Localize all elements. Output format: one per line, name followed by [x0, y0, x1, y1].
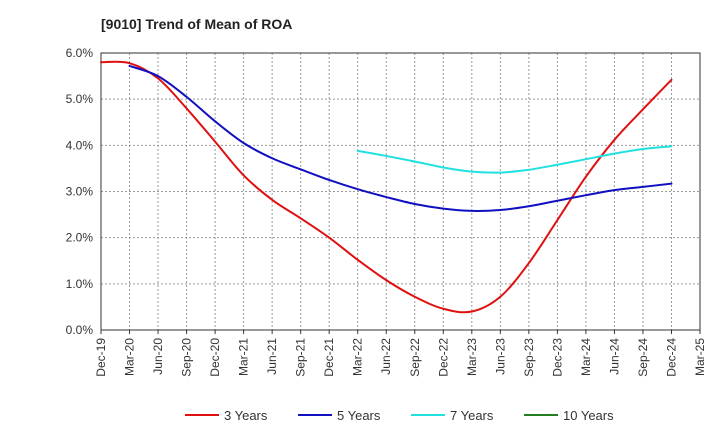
legend-label-10-years: 10 Years — [563, 408, 614, 423]
y-tick-label: 1.0% — [66, 277, 94, 291]
x-tick-label: Sep-21 — [294, 338, 308, 377]
x-tick-label: Sep-20 — [180, 338, 194, 377]
x-tick-label: Mar-24 — [579, 338, 593, 376]
x-tick-label: Jun-24 — [607, 338, 621, 375]
x-tick-label: Dec-22 — [436, 338, 450, 377]
x-tick-label: Jun-21 — [265, 338, 279, 375]
x-tick-label: Mar-21 — [237, 338, 251, 376]
x-tick-label: Mar-22 — [351, 338, 365, 376]
y-tick-label: 6.0% — [66, 46, 94, 60]
legend-label-3-years: 3 Years — [224, 408, 268, 423]
x-tick-label: Mar-23 — [465, 338, 479, 376]
x-tick-label: Mar-20 — [123, 338, 137, 376]
x-tick-label: Dec-23 — [550, 338, 564, 377]
y-tick-label: 5.0% — [66, 92, 94, 106]
series-line-7-years — [356, 145, 673, 174]
y-tick-label: 2.0% — [66, 231, 94, 245]
series-line-3-years — [100, 60, 673, 314]
x-tick-label: Sep-24 — [636, 338, 650, 377]
x-tick-label: Sep-22 — [408, 338, 422, 377]
plot-frame — [100, 52, 701, 331]
chart-title: [9010] Trend of Mean of ROA — [101, 16, 293, 32]
x-tick-label: Jun-20 — [151, 338, 165, 375]
y-tick-label: 4.0% — [66, 138, 94, 152]
x-tick-label: Dec-19 — [94, 338, 108, 377]
x-tick-label: Sep-23 — [522, 338, 536, 377]
legend-label-7-years: 7 Years — [450, 408, 494, 423]
y-tick-label: 3.0% — [66, 185, 94, 199]
x-tick-label: Jun-22 — [379, 338, 393, 375]
x-tick-label: Dec-24 — [664, 338, 678, 377]
x-tick-label: Dec-21 — [322, 338, 336, 377]
y-tick-label: 0.0% — [66, 323, 94, 337]
x-tick-label: Mar-25 — [693, 338, 707, 376]
x-tick-label: Jun-23 — [493, 338, 507, 375]
legend-label-5-years: 5 Years — [337, 408, 381, 423]
series-line-5-years — [128, 64, 673, 212]
x-tick-label: Dec-20 — [208, 338, 222, 377]
